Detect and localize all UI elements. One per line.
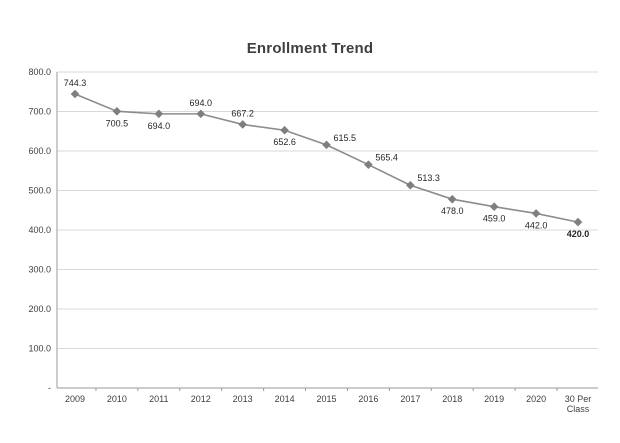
svg-text:2020: 2020 [526, 394, 546, 404]
svg-text:100.0: 100.0 [28, 344, 51, 354]
svg-text:300.0: 300.0 [28, 265, 51, 275]
svg-text:2016: 2016 [358, 394, 378, 404]
svg-text:2017: 2017 [400, 394, 420, 404]
svg-text:700.5: 700.5 [106, 118, 129, 128]
svg-text:2011: 2011 [149, 394, 168, 404]
svg-text:200.0: 200.0 [28, 304, 51, 314]
svg-text:459.0: 459.0 [483, 214, 506, 224]
svg-text:600.0: 600.0 [28, 146, 51, 156]
svg-text:2018: 2018 [442, 394, 462, 404]
svg-text:478.0: 478.0 [441, 206, 464, 216]
svg-text:30 Per: 30 Per [565, 394, 592, 404]
svg-text:2013: 2013 [233, 394, 253, 404]
svg-text:800.0: 800.0 [28, 67, 51, 77]
svg-text:420.0: 420.0 [567, 229, 590, 239]
svg-text:442.0: 442.0 [525, 220, 548, 230]
svg-text:513.3: 513.3 [417, 173, 440, 183]
svg-text:652.6: 652.6 [273, 137, 296, 147]
svg-text:2010: 2010 [107, 394, 127, 404]
svg-text:2019: 2019 [484, 394, 504, 404]
svg-text:565.4: 565.4 [375, 153, 398, 163]
svg-text:500.0: 500.0 [28, 186, 51, 196]
svg-text:2009: 2009 [65, 394, 85, 404]
svg-text:744.3: 744.3 [64, 78, 87, 88]
svg-text:615.5: 615.5 [334, 133, 357, 143]
svg-text:2012: 2012 [191, 394, 211, 404]
svg-text:400.0: 400.0 [28, 225, 51, 235]
svg-text:694.0: 694.0 [189, 98, 212, 108]
svg-text:700.0: 700.0 [28, 107, 51, 117]
svg-text:2015: 2015 [316, 394, 336, 404]
svg-text:667.2: 667.2 [231, 108, 254, 118]
chart-title: Enrollment Trend [246, 40, 374, 57]
svg-text:2014: 2014 [275, 394, 295, 404]
svg-text:Class: Class [567, 404, 590, 414]
svg-text:-: - [48, 383, 51, 393]
svg-text:694.0: 694.0 [148, 121, 171, 131]
